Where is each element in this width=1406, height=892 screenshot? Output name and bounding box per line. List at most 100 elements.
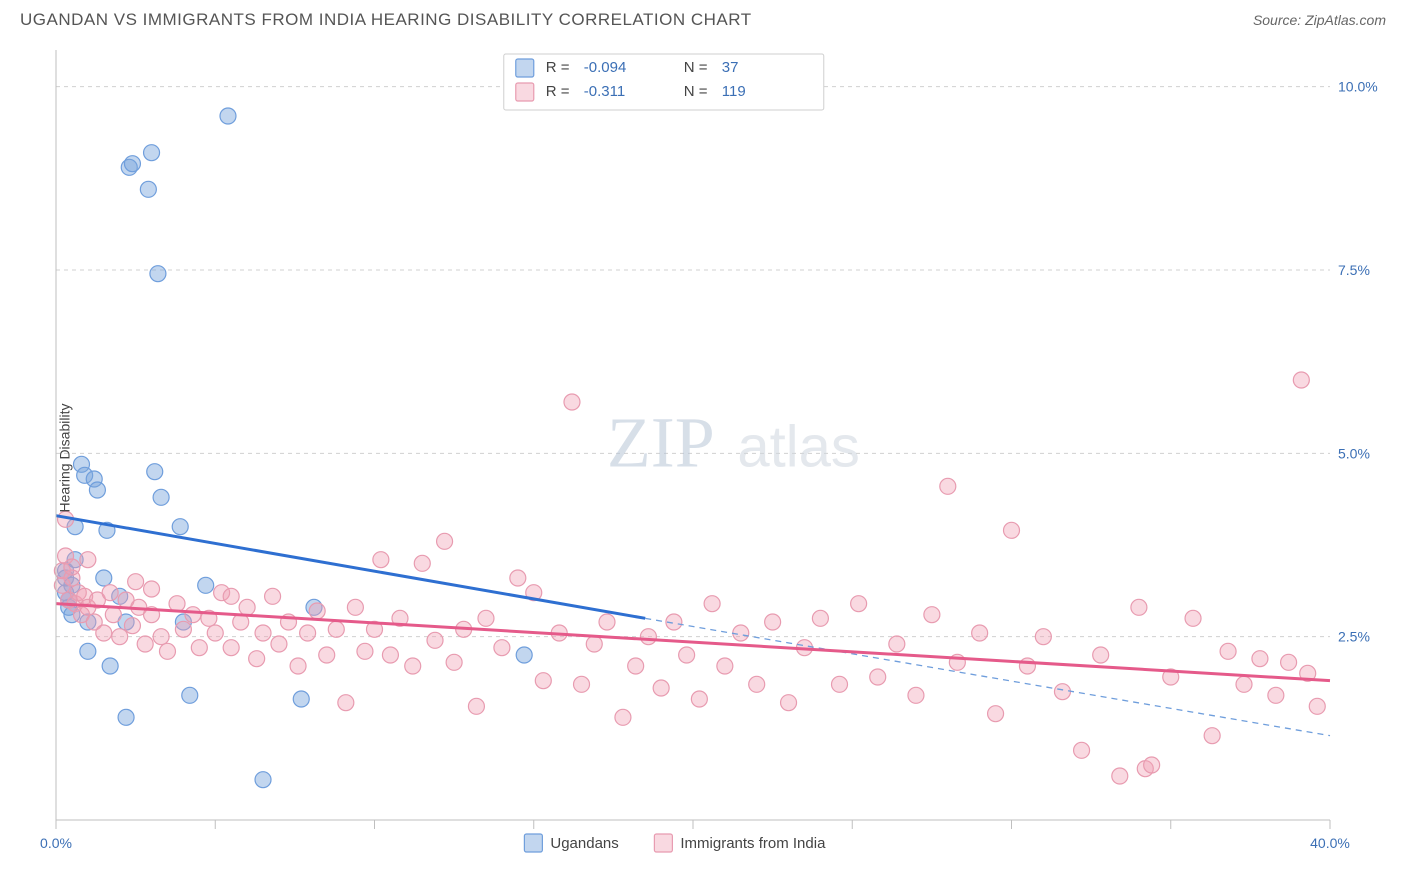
data-point: [870, 669, 886, 685]
data-point: [427, 632, 443, 648]
data-point: [1131, 599, 1147, 615]
data-point: [494, 640, 510, 656]
data-point: [137, 636, 153, 652]
data-point: [1054, 684, 1070, 700]
data-point: [144, 145, 160, 161]
data-point: [328, 621, 344, 637]
data-point: [172, 519, 188, 535]
legend-r-value: -0.094: [584, 59, 627, 76]
data-point: [988, 706, 1004, 722]
watermark-atlas: atlas: [737, 414, 860, 479]
data-point: [1236, 676, 1252, 692]
data-point: [271, 636, 287, 652]
data-point: [940, 478, 956, 494]
data-point: [144, 581, 160, 597]
legend-swatch: [516, 83, 534, 101]
data-point: [105, 607, 121, 623]
data-point: [1293, 372, 1309, 388]
data-point: [357, 643, 373, 659]
data-point: [535, 673, 551, 689]
data-point: [118, 709, 134, 725]
data-point: [175, 621, 191, 637]
data-point: [889, 636, 905, 652]
data-point: [908, 687, 924, 703]
data-point: [223, 640, 239, 656]
data-point: [851, 596, 867, 612]
x-tick-label: 0.0%: [40, 835, 72, 851]
data-point: [765, 614, 781, 630]
legend-swatch: [516, 59, 534, 77]
bottom-legend-label: Immigrants from India: [680, 835, 826, 852]
bottom-legend-swatch: [524, 834, 542, 852]
data-point: [191, 640, 207, 656]
data-point: [586, 636, 602, 652]
legend-n-value: 119: [722, 83, 746, 100]
data-point: [1074, 742, 1090, 758]
data-point: [924, 607, 940, 623]
chart-container: Hearing Disability ZIPatlas0.0%40.0%2.5%…: [16, 40, 1390, 876]
data-point: [717, 658, 733, 674]
data-point: [102, 658, 118, 674]
data-point: [1093, 647, 1109, 663]
data-point: [293, 691, 309, 707]
bottom-legend-swatch: [654, 834, 672, 852]
data-point: [265, 588, 281, 604]
legend-n-value: 37: [722, 59, 739, 76]
data-point: [64, 559, 80, 575]
data-point: [1268, 687, 1284, 703]
data-point: [198, 577, 214, 593]
data-point: [691, 691, 707, 707]
data-point: [153, 489, 169, 505]
data-point: [1220, 643, 1236, 659]
legend-r-label: R =: [546, 83, 570, 100]
data-point: [255, 625, 271, 641]
data-point: [124, 618, 140, 634]
source-label: Source: ZipAtlas.com: [1253, 12, 1386, 28]
y-tick-label: 7.5%: [1338, 262, 1370, 278]
data-point: [220, 108, 236, 124]
data-point: [96, 625, 112, 641]
data-point: [781, 695, 797, 711]
data-point: [338, 695, 354, 711]
watermark-zip: ZIP: [607, 402, 715, 482]
data-point: [574, 676, 590, 692]
data-point: [615, 709, 631, 725]
data-point: [382, 647, 398, 663]
x-tick-label: 40.0%: [1310, 835, 1350, 851]
data-point: [124, 156, 140, 172]
data-point: [1035, 629, 1051, 645]
data-point: [1252, 651, 1268, 667]
data-point: [733, 625, 749, 641]
data-point: [223, 588, 239, 604]
data-point: [1112, 768, 1128, 784]
scatter-chart: ZIPatlas0.0%40.0%2.5%5.0%7.5%10.0%R =-0.…: [16, 40, 1390, 876]
data-point: [405, 658, 421, 674]
bottom-legend-label: Ugandans: [550, 835, 618, 852]
data-point: [972, 625, 988, 641]
data-point: [300, 625, 316, 641]
legend-n-label: N =: [684, 59, 708, 76]
data-point: [347, 599, 363, 615]
data-point: [832, 676, 848, 692]
data-point: [207, 625, 223, 641]
data-point: [1309, 698, 1325, 714]
data-point: [478, 610, 494, 626]
legend-n-label: N =: [684, 83, 708, 100]
chart-title: UGANDAN VS IMMIGRANTS FROM INDIA HEARING…: [20, 10, 752, 30]
data-point: [153, 629, 169, 645]
data-point: [564, 394, 580, 410]
y-tick-label: 10.0%: [1338, 79, 1378, 95]
data-point: [319, 647, 335, 663]
data-point: [89, 482, 105, 498]
data-point: [1281, 654, 1297, 670]
data-point: [140, 181, 156, 197]
data-point: [1019, 658, 1035, 674]
data-point: [468, 698, 484, 714]
y-tick-label: 5.0%: [1338, 445, 1370, 461]
data-point: [510, 570, 526, 586]
data-point: [309, 603, 325, 619]
data-point: [128, 574, 144, 590]
data-point: [147, 464, 163, 480]
data-point: [290, 658, 306, 674]
data-point: [96, 570, 112, 586]
